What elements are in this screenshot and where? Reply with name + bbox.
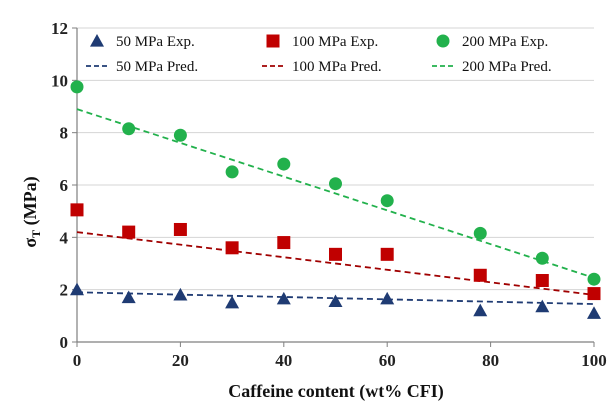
point-100-mpa-exp-2 [173, 222, 187, 236]
point-100-mpa-exp-8 [535, 274, 549, 288]
point-50-mpa-exp-1 [121, 290, 136, 304]
y-tick-label-12: 12 [51, 19, 68, 38]
legend: 50 MPa Exp. 50 MPa Pred. 100 MPa Exp. 100 M… [86, 34, 552, 75]
y-axis-title-unit: (MPa) [20, 176, 41, 229]
point-100-mpa-exp-0 [70, 203, 84, 217]
x-tick-label-40: 40 [275, 351, 292, 370]
legend-label-200-mpa-exp: 200 MPa Exp. [462, 34, 548, 50]
point-100-mpa-exp-5 [329, 247, 342, 261]
point-100-mpa-exp-1 [122, 225, 136, 239]
point-100-mpa-exp-7 [473, 268, 487, 282]
y-axis-title-subscript: T [29, 230, 43, 238]
point-50-mpa-exp-5 [328, 294, 343, 308]
experimental-markers [70, 80, 601, 319]
x-tick-label-20: 20 [172, 351, 189, 370]
point-50-mpa-exp-2 [173, 287, 188, 301]
point-200-mpa-exp-2 [173, 128, 187, 142]
point-50-mpa-exp-9 [587, 306, 601, 319]
x-tick-label-60: 60 [379, 351, 396, 370]
y-tick-label-6: 6 [60, 176, 69, 195]
legend-label-50-mpa-exp: 50 MPa Exp. [116, 34, 195, 50]
x-tick-label-100: 100 [581, 351, 607, 370]
series-line-50-mpa-pred [76, 291, 595, 305]
point-50-mpa-exp-8 [535, 299, 550, 313]
point-200-mpa-exp-9 [587, 272, 601, 286]
legend-swatch-200-mpa-exp [436, 34, 450, 48]
point-50-mpa-exp-0 [70, 282, 84, 296]
legend-swatch-100-mpa-exp [266, 34, 280, 48]
point-200-mpa-exp-5 [329, 177, 342, 191]
point-100-mpa-exp-9 [587, 287, 601, 301]
point-200-mpa-exp-0 [70, 80, 84, 94]
y-tick-label-10: 10 [51, 71, 68, 90]
y-axis-title-symbol: σ [20, 238, 40, 248]
point-200-mpa-exp-1 [122, 122, 136, 136]
x-axis-title: Caffeine content (wt% CFI) [228, 381, 443, 402]
point-100-mpa-exp-6 [380, 247, 394, 261]
point-200-mpa-exp-6 [380, 194, 394, 208]
point-100-mpa-exp-3 [225, 241, 239, 255]
series-line-100-mpa-pred [76, 231, 595, 296]
legend-label-100-mpa-pred: 100 MPa Pred. [292, 59, 382, 75]
point-50-mpa-exp-7 [473, 303, 488, 317]
series-line-200-mpa-pred [76, 108, 595, 279]
legend-label-200-mpa-pred: 200 MPa Pred. [462, 59, 552, 75]
legend-label-100-mpa-exp: 100 MPa Exp. [292, 34, 378, 50]
point-50-mpa-exp-6 [380, 291, 395, 305]
point-200-mpa-exp-4 [277, 157, 291, 171]
y-tick-label-4: 4 [60, 228, 69, 247]
prediction-lines [76, 108, 595, 305]
x-tick-label-0: 0 [73, 351, 82, 370]
y-tick-label-0: 0 [60, 333, 69, 352]
y-axis-title: σT (MPa) [20, 176, 43, 247]
point-100-mpa-exp-4 [277, 236, 291, 250]
y-tick-label-2: 2 [60, 281, 69, 300]
point-50-mpa-exp-4 [276, 291, 291, 305]
point-50-mpa-exp-3 [225, 295, 240, 309]
tick-labels: 0 2 4 6 8 10 12 0 20 40 60 80 100 [51, 19, 607, 370]
y-tick-label-8: 8 [60, 124, 69, 143]
legend-label-50-mpa-pred: 50 MPa Pred. [116, 59, 198, 75]
point-200-mpa-exp-8 [535, 251, 549, 265]
point-200-mpa-exp-3 [225, 165, 239, 179]
point-200-mpa-exp-7 [473, 226, 487, 240]
x-tick-label-80: 80 [482, 351, 499, 370]
legend-swatch-50-mpa-exp [90, 34, 104, 47]
